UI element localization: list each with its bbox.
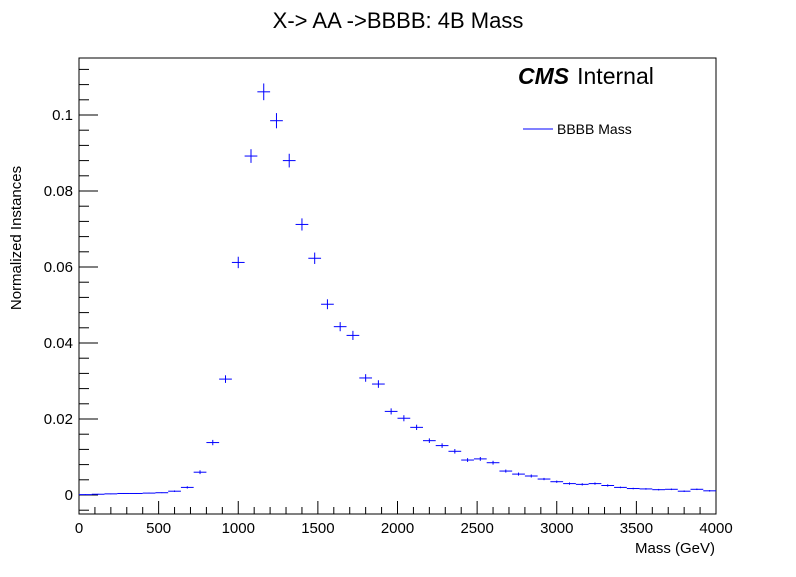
data-point: [384, 408, 398, 415]
data-point: [129, 492, 143, 494]
data-point: [231, 256, 245, 269]
data-point: [219, 375, 232, 383]
data-point: [512, 472, 525, 476]
data-point: [397, 415, 411, 422]
y-tick-label: 0.02: [44, 411, 73, 428]
data-point: [524, 474, 538, 478]
cms-watermark: CMS Internal: [518, 63, 654, 89]
data-point: [677, 490, 691, 492]
data-point: [333, 322, 347, 332]
data-point: [473, 457, 487, 461]
y-tick-label: 0.06: [44, 259, 73, 276]
data-point: [461, 458, 474, 462]
data-point: [703, 490, 716, 492]
data-point: [588, 482, 602, 485]
data-point: [626, 487, 640, 490]
legend-entry: BBBB Mass: [557, 121, 632, 137]
data-point: [104, 493, 118, 495]
data-point: [295, 218, 309, 231]
x-tick-label: 1500: [301, 520, 334, 537]
y-tick-label: 0.1: [52, 107, 73, 124]
data-point: [308, 252, 322, 264]
legend: BBBB Mass: [523, 121, 632, 137]
data-point: [155, 492, 169, 494]
y-axis-tick-labels: 0 0.02 0.04 0.06 0.08 0.1: [44, 107, 73, 504]
x-tick-label: 1000: [222, 520, 255, 537]
cms-label: CMS: [518, 63, 570, 89]
data-point: [614, 486, 627, 489]
data-point: [321, 299, 334, 310]
data-point: [410, 424, 423, 431]
data-point: [690, 488, 704, 491]
x-axis-label: Mass (GeV): [635, 540, 715, 557]
data-point: [563, 482, 576, 485]
data-point: [359, 374, 373, 382]
data-point: [193, 470, 207, 475]
data-point: [499, 469, 513, 473]
data-point: [422, 438, 436, 443]
x-axis-tick-labels: 0 500 1000 1500 2000 2500 3000 3500 4000: [75, 520, 733, 537]
data-point: [652, 488, 666, 491]
x-tick-label: 4000: [699, 520, 732, 537]
y-tick-label: 0.08: [44, 183, 73, 200]
data-point: [665, 488, 678, 491]
data-point: [537, 477, 551, 481]
y-axis-label: Normalized Instances: [8, 166, 25, 310]
data-point: [346, 330, 360, 340]
y-axis-ticks: [79, 68, 98, 511]
x-tick-label: 0: [75, 520, 83, 537]
data-point: [435, 443, 449, 448]
internal-label: Internal: [577, 63, 654, 89]
x-tick-label: 2000: [381, 520, 414, 537]
data-point: [168, 490, 181, 492]
x-axis-ticks: [78, 501, 717, 514]
data-points: [79, 83, 716, 496]
data-point: [486, 460, 500, 465]
y-tick-label: 0.04: [44, 335, 73, 352]
x-tick-label: 2500: [460, 520, 493, 537]
data-point: [79, 494, 92, 496]
data-point: [601, 484, 615, 487]
data-point: [372, 380, 385, 388]
data-point: [639, 488, 653, 490]
data-point: [91, 493, 105, 495]
y-tick-label: 0: [65, 487, 73, 504]
chart-title: X-> AA ->BBBB: 4B Mass: [273, 8, 524, 33]
x-tick-label: 3000: [540, 520, 573, 537]
data-point: [244, 149, 258, 163]
data-point: [270, 113, 283, 129]
x-tick-label: 500: [146, 520, 171, 537]
data-point: [257, 83, 271, 101]
data-point: [206, 439, 220, 446]
data-point: [142, 492, 156, 494]
data-point: [282, 153, 296, 168]
data-point: [180, 486, 194, 489]
x-tick-label: 3500: [620, 520, 653, 537]
data-point: [117, 492, 130, 494]
data-point: [550, 480, 564, 483]
data-point: [575, 483, 589, 486]
data-point: [448, 449, 462, 454]
